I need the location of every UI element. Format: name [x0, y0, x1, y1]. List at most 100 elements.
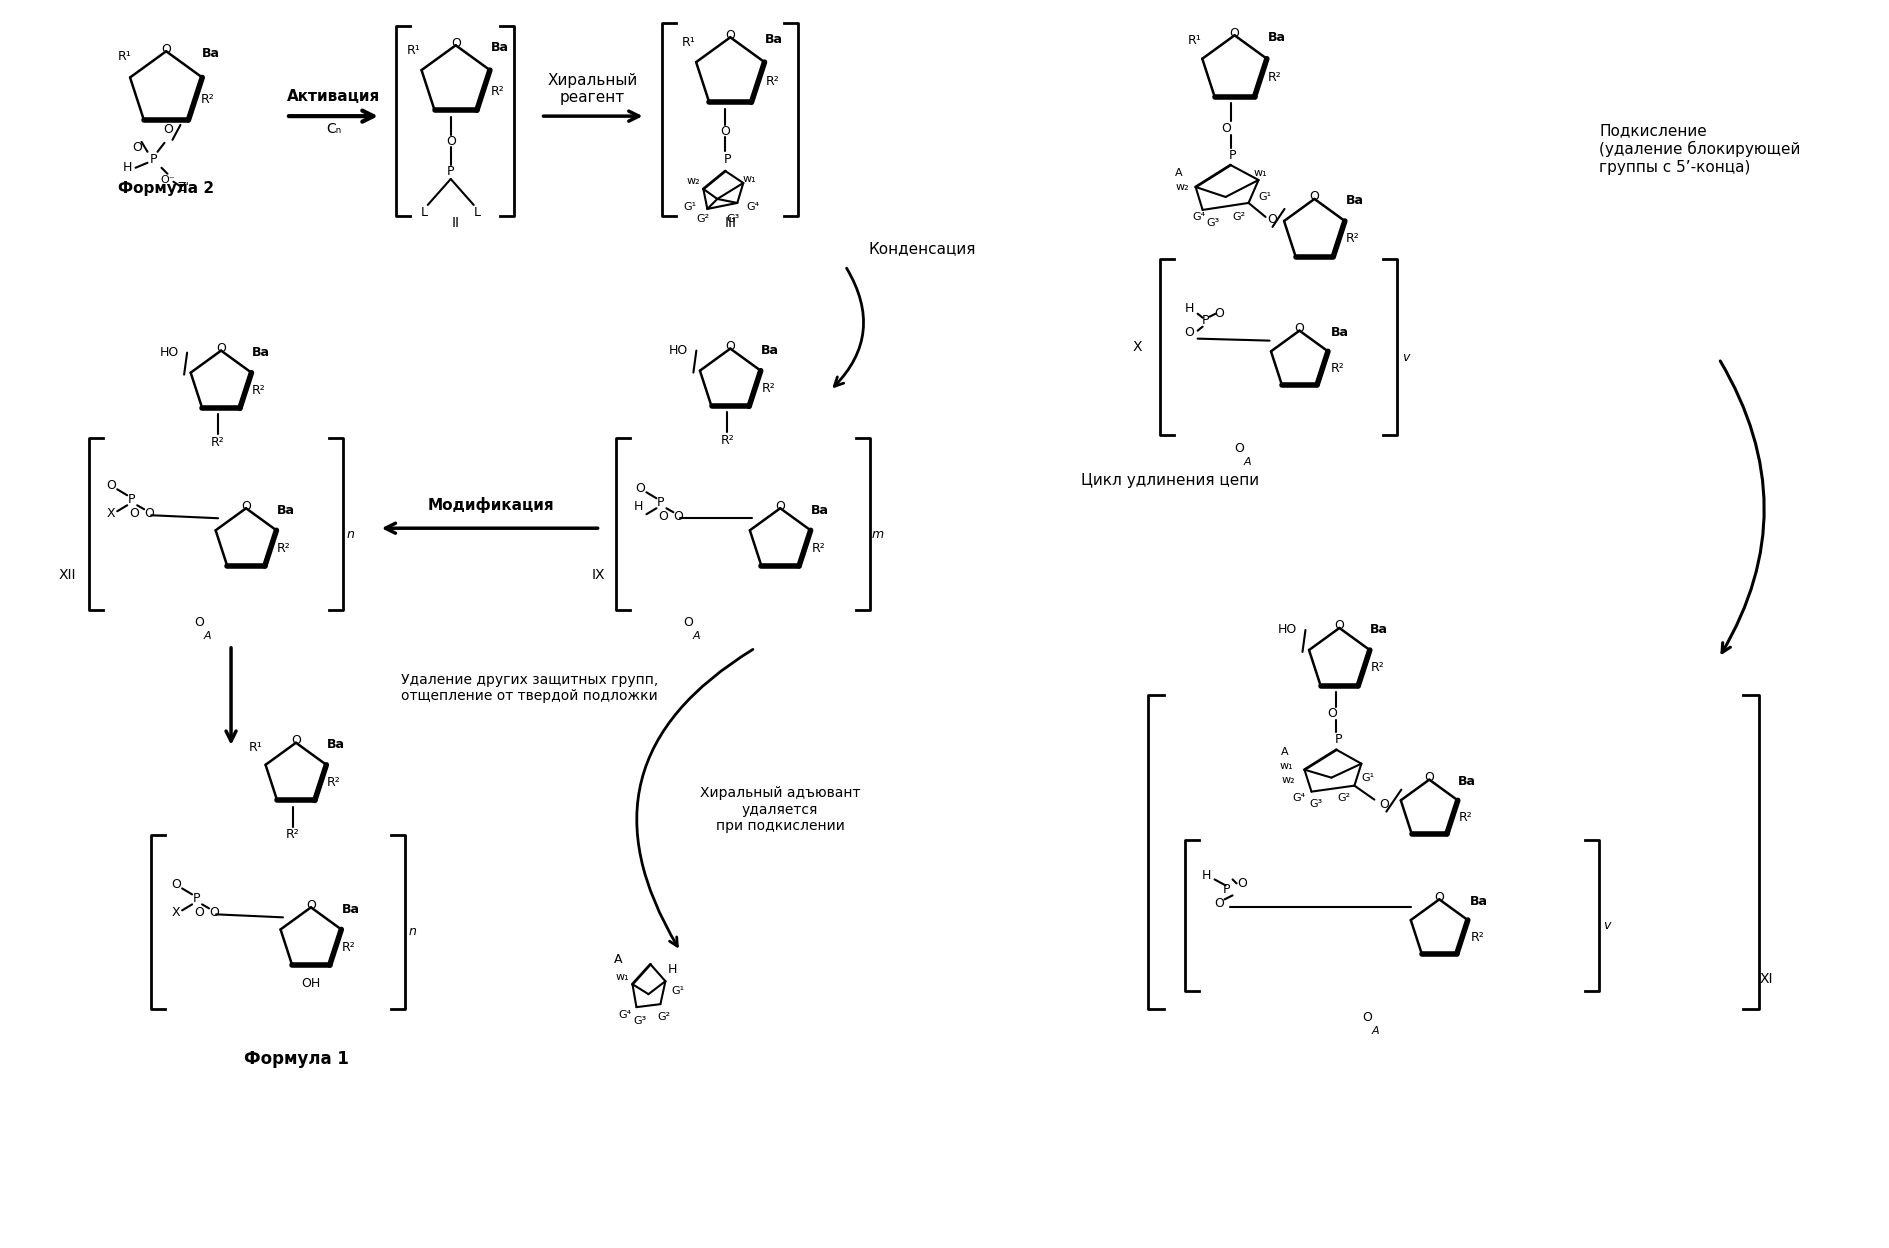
Text: n: n	[348, 528, 355, 540]
Text: O: O	[1328, 708, 1337, 720]
Text: O: O	[128, 507, 140, 519]
Text: O: O	[172, 877, 181, 891]
Text: w₁: w₁	[616, 972, 629, 982]
Text: O: O	[210, 906, 219, 919]
Text: G³: G³	[635, 1016, 648, 1026]
Text: w₂: w₂	[686, 176, 701, 186]
Text: O: O	[132, 141, 142, 155]
Text: R²: R²	[761, 382, 774, 396]
Text: O: O	[674, 509, 684, 523]
Text: X: X	[108, 507, 115, 519]
Text: w₂: w₂	[1175, 182, 1190, 192]
Text: X: X	[172, 906, 181, 919]
Text: P: P	[1222, 882, 1230, 896]
Text: O: O	[451, 36, 461, 50]
Text: Ba: Ba	[278, 504, 295, 517]
Text: A: A	[1175, 168, 1183, 178]
Text: O: O	[1184, 326, 1194, 339]
Text: R²: R²	[212, 436, 225, 449]
Text: A: A	[1281, 746, 1288, 756]
Text: G²: G²	[1337, 792, 1351, 802]
Text: R¹: R¹	[406, 44, 421, 56]
Text: O: O	[195, 906, 204, 919]
Text: Ba: Ba	[1370, 624, 1388, 636]
Text: O: O	[1334, 619, 1345, 633]
Text: w₂: w₂	[1281, 775, 1296, 785]
Text: Ba: Ba	[202, 46, 221, 60]
Text: Конденсация: Конденсация	[869, 241, 975, 256]
Text: O: O	[144, 507, 155, 519]
Text: Ba: Ba	[491, 41, 508, 54]
Text: H: H	[123, 161, 132, 175]
Text: OH: OH	[302, 977, 321, 990]
Text: R²: R²	[1330, 362, 1345, 376]
Text: Активация: Активация	[287, 89, 380, 104]
Text: O: O	[1230, 26, 1239, 40]
Text: O: O	[1222, 121, 1232, 135]
Text: n: n	[408, 925, 417, 938]
Text: O: O	[635, 482, 646, 494]
Text: HO: HO	[159, 346, 179, 359]
Text: Ba: Ba	[1345, 195, 1364, 207]
Text: Модификация: Модификация	[427, 497, 553, 513]
Text: G¹: G¹	[1362, 773, 1375, 782]
Text: w₁: w₁	[1254, 168, 1268, 178]
Text: G¹: G¹	[672, 986, 686, 996]
Text: H: H	[1201, 869, 1211, 882]
Text: Формула 1: Формула 1	[244, 1050, 348, 1068]
Text: R²: R²	[1458, 811, 1472, 824]
Text: XII: XII	[59, 568, 76, 582]
Text: Ba: Ba	[327, 739, 346, 751]
Text: R¹: R¹	[117, 50, 130, 62]
Text: R²: R²	[765, 75, 778, 87]
Text: R¹: R¹	[1188, 34, 1201, 47]
Text: R²: R²	[285, 827, 300, 841]
Text: R¹: R¹	[682, 36, 695, 49]
Text: IX: IX	[591, 568, 604, 582]
Text: P: P	[448, 165, 455, 177]
Text: Удаление других защитных групп,
отщепление от твердой подложки: Удаление других защитных групп, отщеплен…	[400, 673, 657, 703]
Text: O: O	[215, 342, 227, 356]
Text: H: H	[635, 499, 642, 513]
Text: O: O	[1379, 799, 1388, 811]
Text: Ba: Ba	[765, 32, 784, 46]
Text: w₁: w₁	[742, 173, 756, 183]
Text: R¹: R¹	[249, 741, 263, 754]
Text: G⁴: G⁴	[1192, 212, 1205, 222]
Text: O: O	[1294, 322, 1305, 336]
Text: Ba: Ba	[1268, 31, 1286, 44]
Text: Ba: Ba	[251, 346, 270, 359]
Text: G⁴: G⁴	[618, 1010, 631, 1020]
Text: G³: G³	[727, 213, 740, 223]
Text: R²: R²	[1268, 71, 1281, 84]
Text: R²: R²	[251, 384, 266, 397]
Text: III: III	[723, 216, 737, 230]
Text: O: O	[720, 125, 731, 137]
Text: A: A	[1243, 457, 1251, 467]
Text: O: O	[1424, 771, 1434, 784]
Text: O: O	[1362, 1011, 1371, 1023]
Text: H: H	[667, 962, 676, 976]
Text: O: O	[306, 899, 315, 912]
Text: O: O	[1215, 897, 1224, 910]
Text: P: P	[1336, 734, 1343, 746]
Text: G¹: G¹	[1258, 192, 1271, 202]
Text: HO: HO	[669, 344, 688, 357]
Text: Ba: Ba	[342, 902, 361, 916]
Text: R²: R²	[278, 542, 291, 554]
Text: P: P	[657, 495, 665, 509]
Text: m: m	[873, 528, 884, 540]
Text: X: X	[1133, 341, 1143, 354]
Text: R²: R²	[327, 776, 340, 789]
Text: Z': Z'	[178, 181, 189, 195]
Text: G²: G²	[697, 213, 710, 223]
Text: O: O	[684, 615, 693, 629]
Text: A: A	[693, 631, 701, 641]
Text: Ba: Ba	[1458, 775, 1475, 789]
Text: O: O	[242, 499, 251, 513]
Text: R²: R²	[342, 941, 355, 953]
Text: R²: R²	[1470, 931, 1485, 943]
Text: O: O	[106, 479, 115, 492]
Text: P: P	[1230, 149, 1235, 161]
Text: A: A	[1371, 1026, 1379, 1036]
